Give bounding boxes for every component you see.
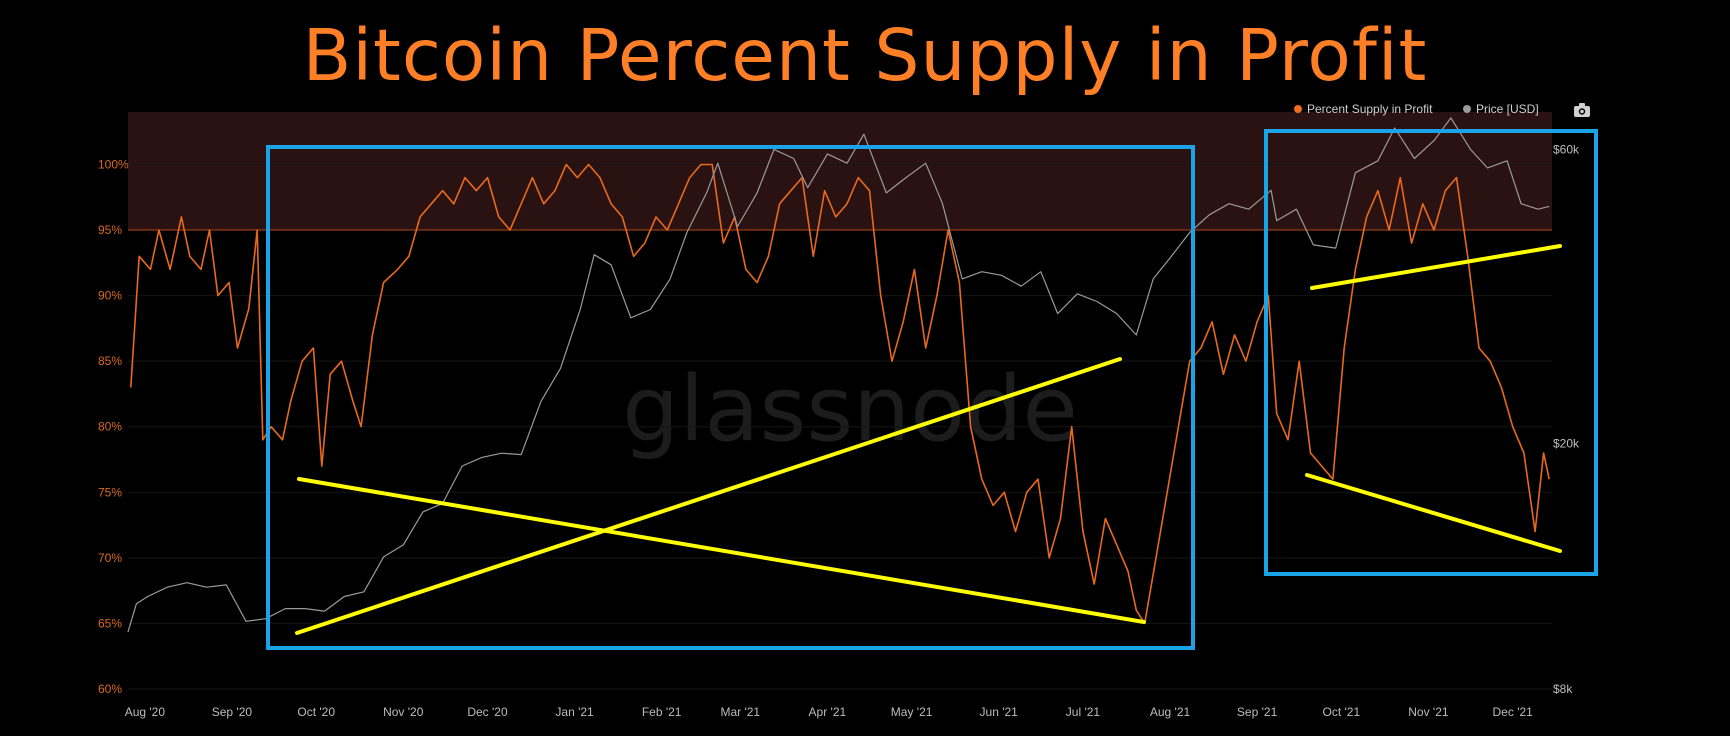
y-right-tick-label: $60k [1553, 142, 1580, 156]
y-left-tick-label: 100% [98, 157, 129, 171]
y-left-tick-label: 95% [98, 223, 122, 237]
y-left-tick-label: 70% [98, 551, 122, 565]
y-left-tick-label: 60% [98, 682, 122, 696]
x-tick-label: Jan '21 [555, 705, 594, 719]
y-left-tick-label: 80% [98, 420, 122, 434]
y-right-tick-label: $8k [1553, 682, 1573, 696]
y-left-tick-label: 85% [98, 354, 122, 368]
x-tick-label: Oct '21 [1323, 705, 1361, 719]
x-tick-label: Jun '21 [980, 705, 1019, 719]
x-tick-label: Apr '21 [809, 705, 847, 719]
x-tick-label: Nov '20 [383, 705, 424, 719]
chart-title: Bitcoin Percent Supply in Profit [302, 14, 1428, 97]
x-tick-label: Dec '21 [1493, 705, 1534, 719]
x-tick-label: Feb '21 [642, 705, 682, 719]
legend-marker [1294, 105, 1302, 113]
highlight-box [266, 145, 1195, 650]
percent-supply-in-profit-line [130, 163, 1550, 625]
y-right-tick-label: $20k [1553, 437, 1580, 451]
legend-label: Price [USD] [1476, 102, 1539, 116]
watermark: glassnode [622, 357, 1078, 462]
y-left-tick-label: 65% [98, 616, 122, 630]
x-tick-label: Aug '21 [1150, 705, 1191, 719]
camera-icon[interactable] [1574, 103, 1590, 117]
y-left-tick-label: 90% [98, 289, 122, 303]
trend-line [297, 477, 1146, 624]
legend-marker [1463, 105, 1471, 113]
legend-item: Price [USD] [1463, 102, 1539, 116]
x-tick-label: Nov '21 [1408, 705, 1449, 719]
x-tick-label: Aug '20 [125, 705, 166, 719]
x-tick-label: Sep '21 [1237, 705, 1278, 719]
x-tick-label: Dec '20 [467, 705, 508, 719]
x-tick-label: Sep '20 [212, 705, 253, 719]
x-tick-label: Mar '21 [720, 705, 760, 719]
trend-line [1310, 244, 1562, 290]
highlight-box [1264, 129, 1598, 576]
trend-line [1305, 473, 1562, 553]
x-tick-label: May '21 [891, 705, 933, 719]
legend-item: Percent Supply in Profit [1294, 102, 1433, 116]
trend-line [295, 357, 1122, 635]
x-tick-label: Jul '21 [1066, 705, 1101, 719]
price-usd-line [127, 117, 1550, 633]
x-tick-label: Oct '20 [297, 705, 335, 719]
y-left-tick-label: 75% [98, 485, 122, 499]
legend-label: Percent Supply in Profit [1307, 102, 1433, 116]
